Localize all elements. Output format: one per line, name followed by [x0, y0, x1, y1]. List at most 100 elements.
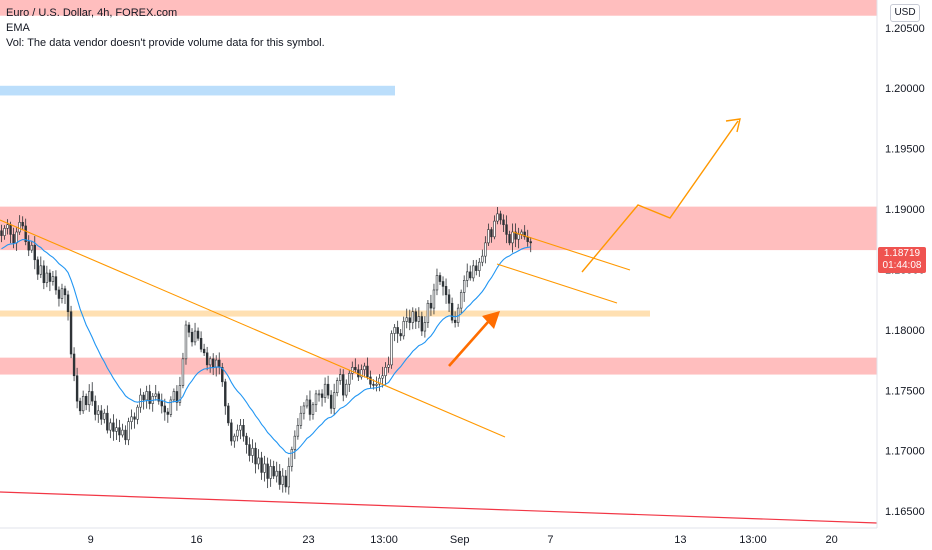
candle-body — [478, 261, 481, 271]
candle-body — [390, 333, 393, 366]
candle-body — [502, 219, 505, 226]
orange-zone — [0, 310, 650, 317]
candle-body — [18, 222, 21, 233]
candle-body — [236, 429, 239, 437]
candle-body — [275, 470, 278, 477]
candle-body — [299, 412, 303, 426]
candle-body — [332, 392, 336, 409]
candle-body — [0, 230, 3, 236]
candle-body — [221, 367, 224, 383]
candle-body — [363, 365, 366, 371]
candle-body — [308, 399, 312, 415]
candle-body — [411, 311, 414, 323]
candle-body — [475, 265, 478, 271]
candle-body — [215, 359, 218, 368]
candle-body — [66, 294, 70, 313]
candle-body — [402, 321, 405, 337]
price-tick-label: 1.17000 — [885, 446, 925, 458]
candle-body — [184, 324, 188, 360]
candle-body — [335, 380, 339, 393]
candle-body — [423, 322, 427, 332]
candle-body — [435, 275, 439, 291]
candle-body — [208, 358, 212, 366]
candle-body — [3, 228, 6, 236]
candle-body — [429, 302, 433, 309]
candle-body — [33, 244, 36, 261]
time-tick-label: 23 — [302, 534, 314, 546]
candle-body — [163, 405, 167, 413]
candle-body — [24, 225, 27, 242]
candle-body — [233, 435, 236, 442]
candle-body — [160, 400, 163, 407]
candle-body — [447, 294, 451, 304]
candle-body — [196, 330, 200, 339]
downtrend-line — [0, 219, 506, 438]
resistance-zone — [0, 206, 877, 251]
candle-body — [432, 289, 436, 309]
candle-body — [254, 447, 257, 465]
time-tick-label: 20 — [826, 534, 838, 546]
candle-body — [130, 416, 133, 422]
candle-body — [109, 422, 112, 431]
candle-body — [281, 475, 284, 485]
price-tick-label: 1.17500 — [885, 385, 925, 397]
ema-indicator-label[interactable]: EMA — [6, 22, 30, 34]
candle-body — [142, 394, 145, 401]
candle-body — [157, 393, 160, 402]
candle-body — [239, 424, 242, 431]
candle-body — [417, 316, 421, 322]
candle-body — [472, 265, 475, 279]
time-tick-label: 16 — [190, 534, 202, 546]
candle-body — [51, 276, 55, 282]
candle-body — [339, 374, 342, 381]
candle-body — [248, 444, 251, 456]
candle-body — [490, 229, 493, 238]
candle-body — [459, 292, 463, 309]
candle-body — [302, 405, 306, 414]
candle-body — [245, 435, 248, 445]
volume-notice: Vol: The data vendor doesn't provide vol… — [6, 37, 325, 49]
candle-body — [493, 220, 496, 238]
candle-body — [27, 241, 30, 251]
candle-body — [508, 234, 511, 244]
candle-body — [354, 367, 357, 371]
time-tick-label: 7 — [547, 534, 553, 546]
candle-body — [260, 457, 263, 473]
symbol-title[interactable]: Euro / U.S. Dollar, 4h, FOREX.com — [6, 7, 178, 19]
candle-body — [523, 231, 526, 238]
time-tick-label: Sep — [450, 534, 470, 546]
candle-body — [230, 422, 233, 442]
price-tick-label: 1.18000 — [885, 325, 925, 337]
candle-body — [366, 365, 369, 378]
candle-body — [263, 463, 266, 473]
candle-body — [60, 288, 64, 299]
candle-body — [517, 234, 520, 240]
candle-body — [224, 381, 227, 407]
candle-body — [181, 358, 185, 386]
candle-body — [296, 424, 300, 437]
candle-body — [317, 393, 321, 396]
bar-countdown: 01:44:08 — [882, 260, 922, 271]
currency-button[interactable]: USD — [890, 4, 920, 22]
candle-body — [57, 289, 61, 299]
candle-body — [118, 427, 121, 436]
candle-body — [314, 393, 318, 406]
candle-body — [320, 393, 324, 398]
projection-path — [581, 120, 739, 273]
candle-body — [323, 383, 327, 398]
candle-body — [227, 405, 230, 424]
candle-body — [218, 359, 221, 368]
candle-body — [100, 410, 103, 420]
candle-body — [251, 447, 254, 456]
candle-body — [12, 234, 15, 244]
candle-body — [290, 449, 294, 467]
candle-body — [6, 224, 9, 229]
candle-body — [154, 393, 157, 397]
last-price-value: 1.18719 — [883, 248, 921, 259]
candle-body — [348, 373, 351, 385]
candle-body — [311, 404, 315, 415]
time-axis[interactable]: 9 16 23 13:00 Sep 7 13 13:00 20 — [88, 534, 838, 546]
candles-layer — [0, 206, 532, 495]
